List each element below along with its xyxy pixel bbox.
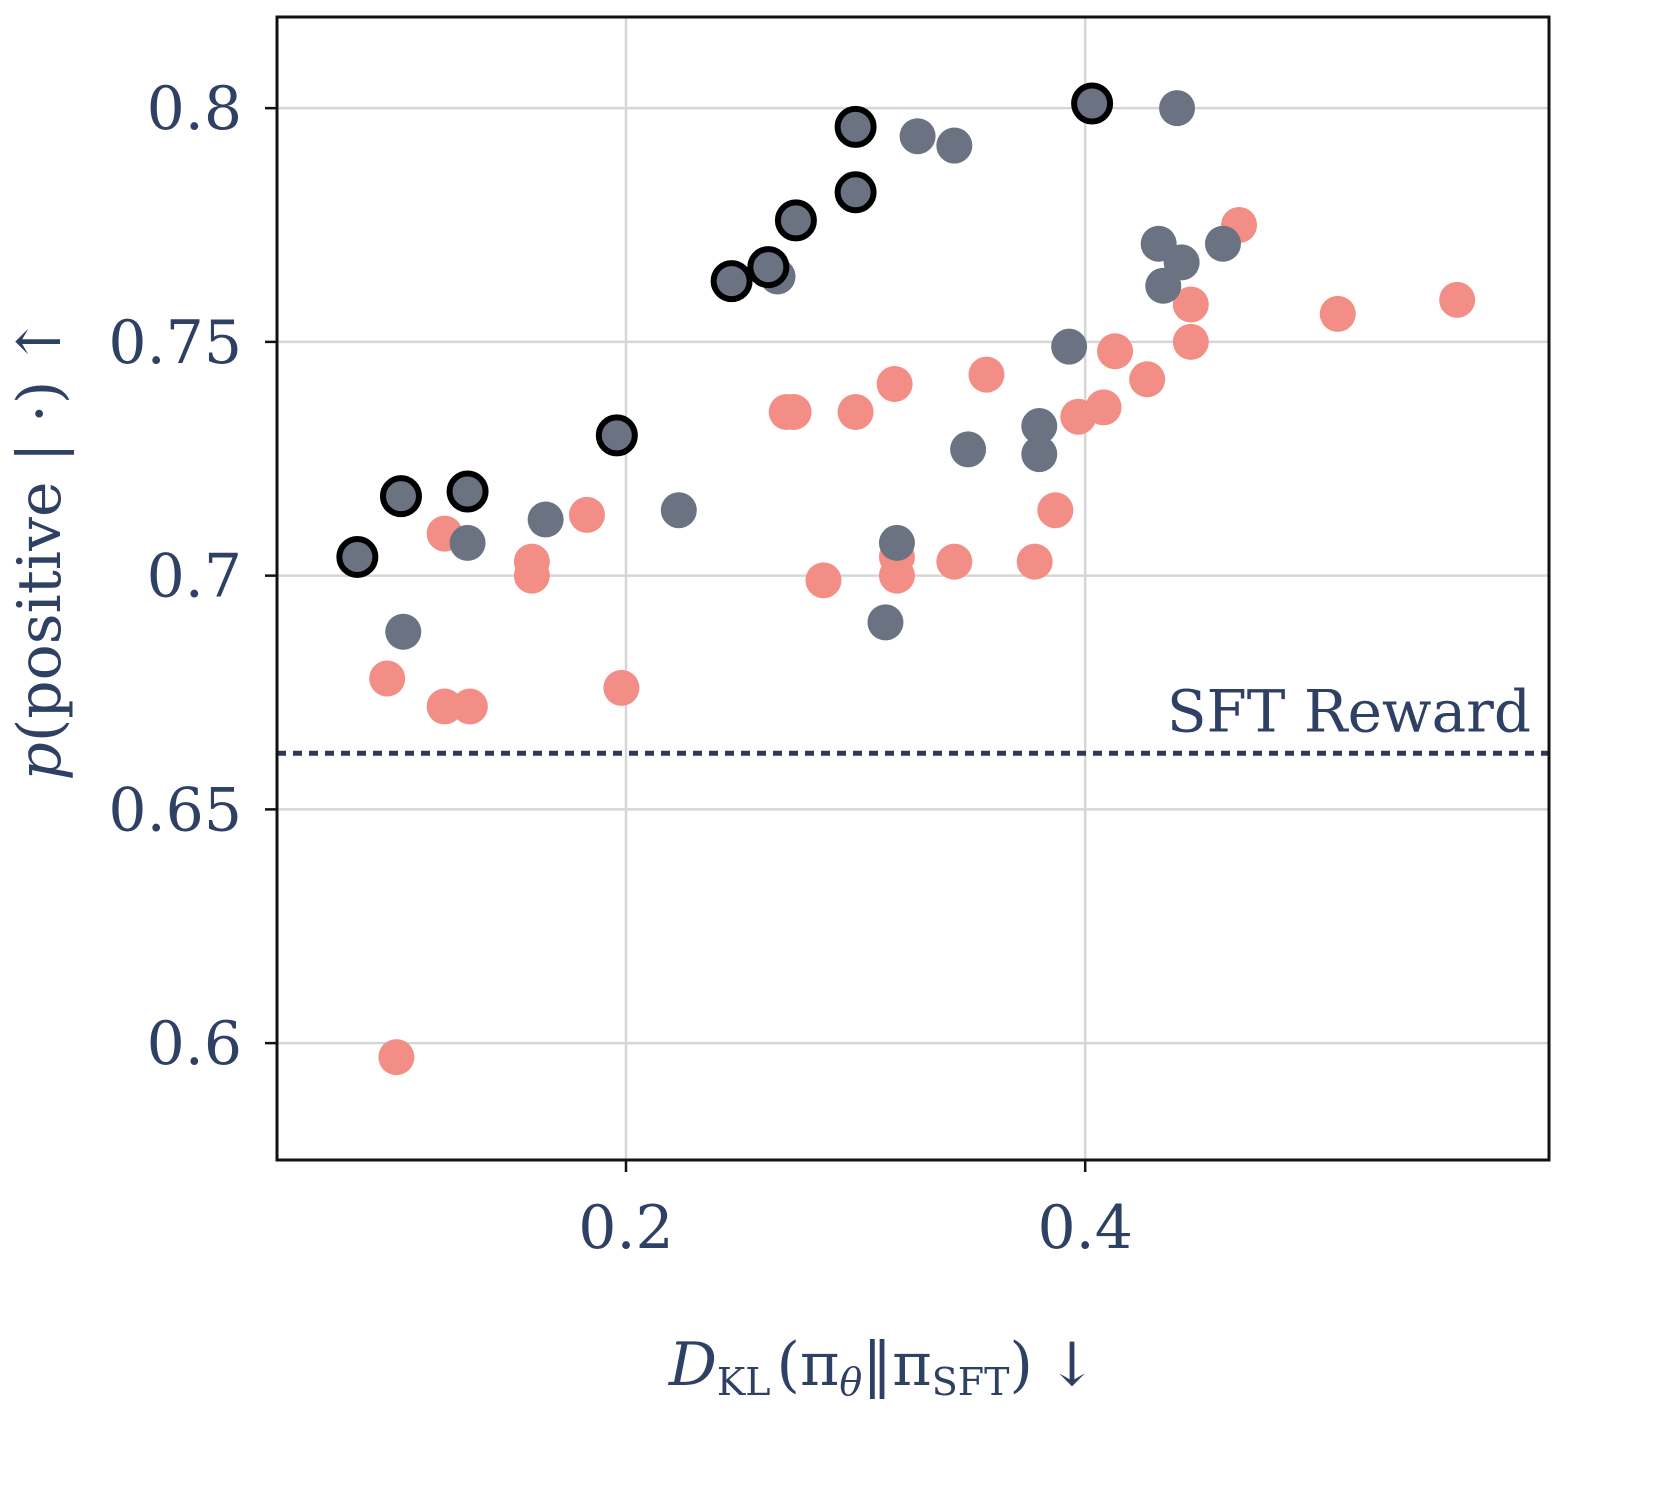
gray-point	[878, 524, 915, 561]
frontier-point	[379, 475, 422, 518]
y-axis-title: p(positive | ·) ↑	[5, 316, 75, 780]
frontier-point	[336, 535, 379, 578]
y-tick-label: 0.7	[147, 542, 242, 612]
gray-point	[1021, 408, 1058, 445]
axis-ticks: 0.6 0.65 0.7 0.75 0.8 0.2 0.4	[108, 74, 1133, 1263]
x-tick-label: 0.2	[578, 1193, 673, 1263]
salmon-point	[1172, 323, 1209, 360]
gray-point	[1021, 436, 1058, 473]
salmon-point	[568, 496, 605, 533]
scatter-points	[336, 82, 1476, 1076]
gray-point	[950, 431, 987, 468]
frontier-point	[747, 246, 790, 289]
y-title-text: (positive | ·)	[5, 381, 75, 742]
salmon-point	[1097, 333, 1134, 370]
x-tick-label: 0.4	[1037, 1193, 1132, 1263]
salmon-point	[878, 557, 915, 594]
gray-point	[936, 127, 973, 164]
salmon-point	[1037, 492, 1074, 529]
frontier-point	[595, 414, 638, 457]
gray-point	[1051, 328, 1088, 365]
frontier-point	[774, 199, 817, 242]
x-title-args: (π	[777, 1330, 840, 1400]
salmon-point	[1319, 295, 1356, 332]
x-title-arrow: ↓	[1047, 1330, 1097, 1400]
x-title-close: )	[1009, 1330, 1032, 1400]
salmon-point	[1129, 361, 1166, 398]
gray-point	[527, 501, 564, 538]
salmon-point	[1439, 281, 1476, 318]
x-title-theta: θ	[839, 1360, 862, 1404]
salmon-point	[369, 660, 406, 697]
frontier-point	[1071, 82, 1114, 125]
y-tick-label: 0.75	[108, 308, 242, 378]
gray-point	[867, 604, 904, 641]
salmon-point	[936, 543, 973, 580]
gray-point	[385, 613, 422, 650]
gray-point	[899, 118, 936, 155]
salmon-point	[1085, 389, 1122, 426]
salmon-point	[451, 688, 488, 725]
y-title-arrow: ↑	[5, 316, 75, 366]
y-tick-label: 0.6	[147, 1009, 242, 1079]
salmon-point	[426, 688, 463, 725]
x-axis-title: DKL (πθ‖πSFT) ↓	[668, 1330, 1097, 1404]
x-title-sub: KL	[717, 1360, 771, 1404]
salmon-point	[603, 669, 640, 706]
gray-point	[1204, 225, 1241, 262]
y-title-var: p	[5, 742, 75, 780]
salmon-point	[1016, 543, 1053, 580]
gray-point	[660, 492, 697, 529]
salmon-point	[1172, 286, 1209, 323]
gridlines	[277, 17, 1549, 1160]
salmon-point	[378, 1039, 415, 1076]
salmon-point	[968, 356, 1005, 393]
gray-point	[1145, 267, 1182, 304]
y-tick-label: 0.8	[147, 74, 242, 144]
frontier-point	[834, 105, 877, 148]
gray-point	[449, 524, 486, 561]
y-tick-label: 0.65	[108, 775, 242, 845]
x-title-sep: ‖π	[862, 1330, 931, 1400]
frontier-point	[710, 260, 753, 303]
x-title-main: D	[668, 1330, 717, 1400]
salmon-point	[837, 394, 874, 431]
salmon-point	[876, 365, 913, 402]
frontier-point	[446, 470, 489, 513]
plot-frame	[275, 15, 1551, 1162]
sft-reward-label: SFT Reward	[1167, 677, 1531, 745]
gray-point	[1159, 90, 1196, 127]
frontier-point	[834, 171, 877, 214]
x-title-sft: SFT	[932, 1360, 1010, 1404]
salmon-point	[513, 557, 550, 594]
salmon-point	[775, 394, 812, 431]
salmon-point	[805, 562, 842, 599]
